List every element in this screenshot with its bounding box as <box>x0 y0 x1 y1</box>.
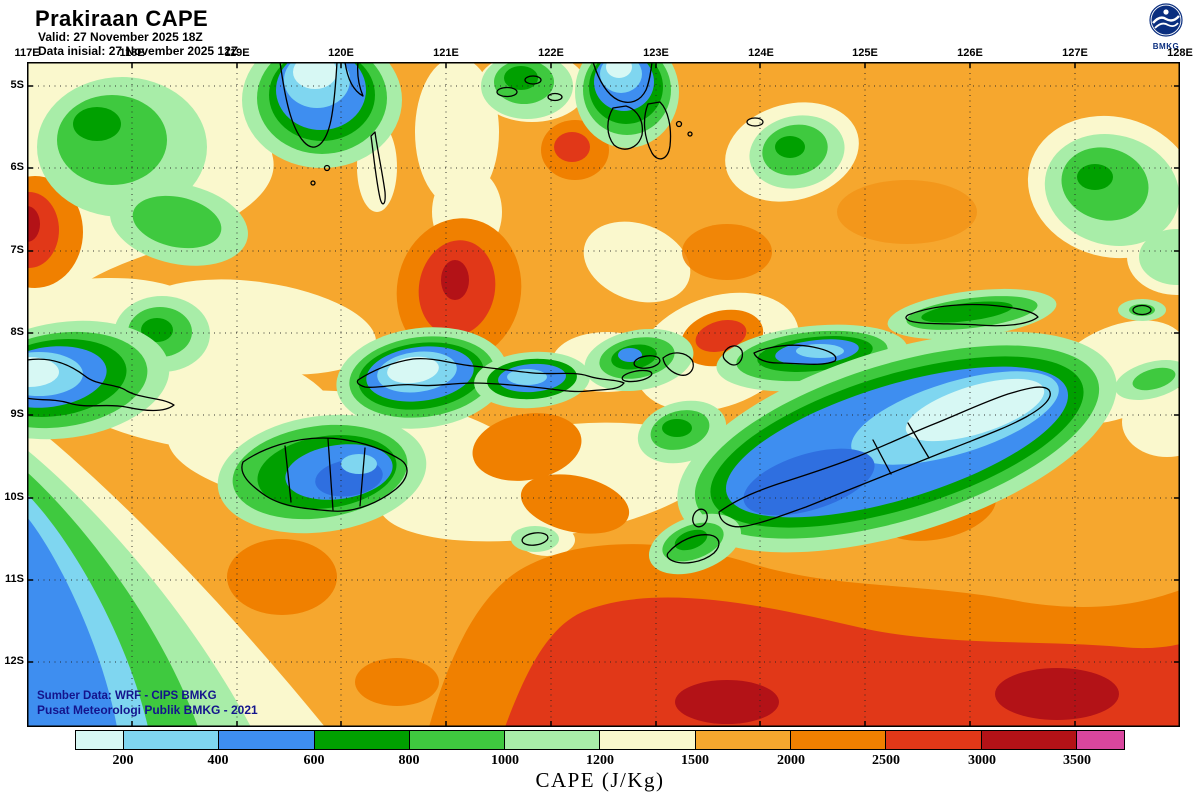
lat-label: 8S <box>10 326 24 338</box>
lon-label: 126E <box>957 47 983 59</box>
colorbar-tick-label: 2500 <box>872 753 900 768</box>
map-canvas <box>27 62 1180 727</box>
legend-swatch <box>123 731 219 749</box>
colorbar-tick-label: 1000 <box>491 753 519 768</box>
lat-label: 10S <box>4 491 24 503</box>
colorbar-tick-label: 800 <box>398 753 420 768</box>
bmkg-logo: BMKG <box>1142 2 1190 51</box>
lon-label: 121E <box>433 47 459 59</box>
colorbar-tick-label: 1500 <box>681 753 709 768</box>
colorbar-tick-label: 1200 <box>586 753 614 768</box>
lon-label: 128E <box>1167 47 1193 59</box>
colorbar-caption: CAPE (J/Kg) <box>535 768 665 792</box>
legend-swatch <box>980 731 1076 749</box>
legend-swatch <box>313 731 409 749</box>
source-data-line: Sumber Data: WRF - CIPS BMKG <box>37 690 217 702</box>
lon-label: 127E <box>1062 47 1088 59</box>
legend-swatch <box>504 731 600 749</box>
valid-time-label: Valid: 27 November 2025 18Z <box>38 30 203 44</box>
initial-time-label: Data inisial: 27 November 2025 12Z <box>38 44 239 58</box>
lon-label: 119E <box>224 47 250 59</box>
page-title: Prakiraan CAPE <box>35 6 209 31</box>
lat-label: 6S <box>10 161 24 173</box>
map-credits: Sumber Data: WRF - CIPS BMKG Pusat Meteo… <box>37 689 258 717</box>
colorbar-tick-label: 200 <box>112 753 134 768</box>
colorbar-tick-label: 600 <box>303 753 325 768</box>
lon-label: 123E <box>643 47 669 59</box>
degree-ticks <box>27 62 1180 727</box>
lon-label: 124E <box>748 47 774 59</box>
lat-label: 9S <box>10 408 24 420</box>
colorbar-tick-label: 2000 <box>777 753 805 768</box>
lat-label: 7S <box>10 244 24 256</box>
lon-label: 117E <box>14 47 40 59</box>
legend-swatch <box>790 731 886 749</box>
lon-label: 125E <box>852 47 878 59</box>
low-cape-island-regions <box>27 62 1180 575</box>
colorbar <box>75 730 1125 750</box>
bmkg-logo-icon <box>1149 3 1183 37</box>
lat-label: 12S <box>4 655 24 667</box>
lon-label: 118E <box>119 47 145 59</box>
map-frame <box>27 62 1180 727</box>
southwest-gradient-bands <box>27 420 325 727</box>
colorbar-tick-label: 3500 <box>1063 753 1091 768</box>
high-cape-regions <box>27 120 1180 727</box>
legend-swatch <box>218 731 314 749</box>
legend-swatch <box>599 731 695 749</box>
grid-lines <box>27 62 1180 727</box>
lat-label: 5S <box>10 79 24 91</box>
lon-label: 120E <box>328 47 354 59</box>
colorbar-tick-label: 3000 <box>968 753 996 768</box>
legend-swatch <box>885 731 981 749</box>
legend-swatch <box>76 731 124 749</box>
lat-label: 11S <box>5 573 24 585</box>
publisher-line: Pusat Meteorologi Publik BMKG - 2021 <box>37 703 258 717</box>
legend-swatch <box>408 731 505 749</box>
coastlines <box>27 62 1152 564</box>
legend-swatch <box>694 731 790 749</box>
legend-swatch <box>1075 731 1124 749</box>
bmkg-logo-label: BMKG <box>1152 42 1180 51</box>
lon-label: 122E <box>538 47 564 59</box>
colorbar-tick-label: 400 <box>207 753 229 768</box>
